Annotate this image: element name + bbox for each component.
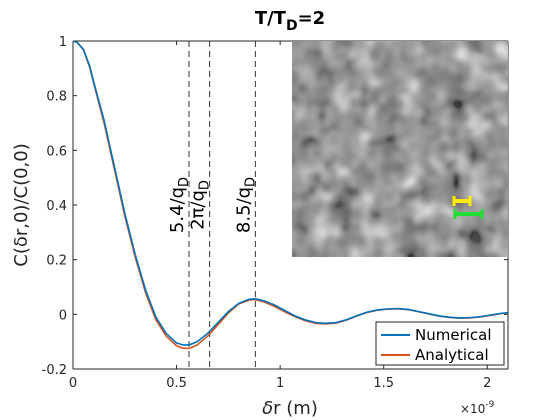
series-group bbox=[73, 41, 508, 350]
y-tick-label: 0.8 bbox=[46, 90, 67, 105]
chart-title: T/TD=2 bbox=[255, 8, 325, 34]
y-tick-label: 0.4 bbox=[46, 199, 67, 214]
y-tick-label: -0.2 bbox=[42, 363, 67, 378]
x-axis-ticks: 0 0.5 1 1.5 2 bbox=[69, 41, 491, 391]
inset-image bbox=[292, 41, 508, 257]
y-tick-label: 0.6 bbox=[46, 144, 67, 159]
x-tick-label: 2 bbox=[483, 376, 491, 391]
x-tick-label: 0.5 bbox=[166, 376, 187, 391]
legend-label: Analytical bbox=[415, 346, 489, 364]
y-tick-label: 0 bbox=[59, 308, 67, 323]
y-tick-label: 0.2 bbox=[46, 254, 67, 269]
series-line-numerical bbox=[73, 41, 508, 346]
annotation-label: 2π/qD bbox=[188, 180, 213, 230]
y-axis-label: C(δr,0)/C(0,0) bbox=[11, 143, 32, 267]
x-tick-label: 1.5 bbox=[373, 376, 394, 391]
annotation-label: 8.5/qD bbox=[233, 177, 258, 233]
legend-label: Numerical bbox=[415, 326, 492, 344]
y-axis-ticks: -0.2 0 0.2 0.4 0.6 0.8 1 bbox=[42, 35, 508, 378]
y-tick-label: 1 bbox=[59, 35, 67, 50]
x-axis-label: δr (m) bbox=[262, 398, 318, 419]
x-exponent-label: ×10-9 bbox=[460, 400, 495, 416]
x-tick-label: 0 bbox=[69, 376, 77, 391]
annotation-label: 5.4/qD bbox=[167, 177, 192, 233]
x-tick-label: 1 bbox=[276, 376, 284, 391]
annotation-lines bbox=[188, 41, 256, 369]
legend: Numerical Analytical bbox=[375, 321, 505, 366]
inset-markers bbox=[452, 196, 484, 219]
